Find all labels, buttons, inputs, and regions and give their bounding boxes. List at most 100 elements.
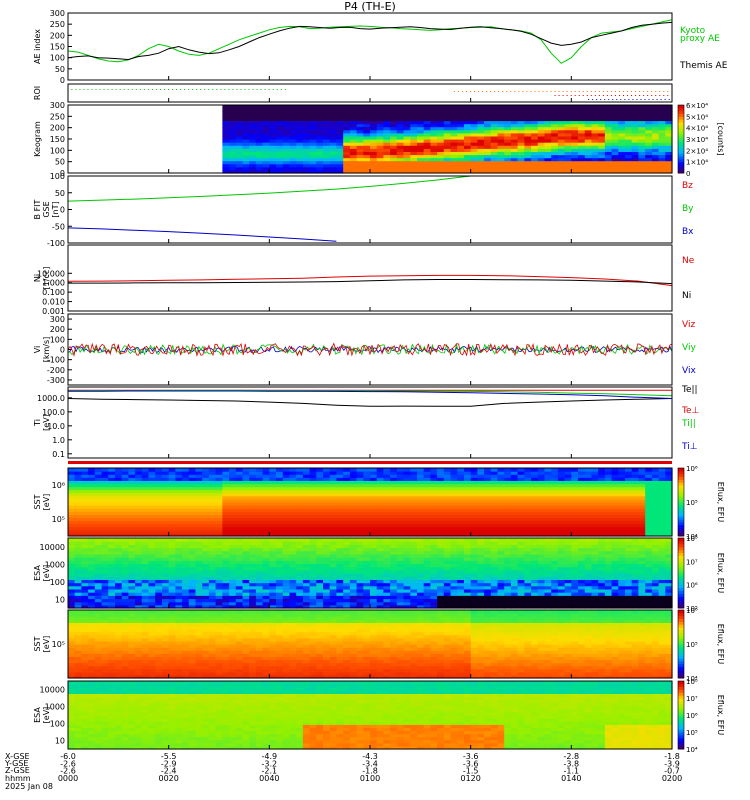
heatmap-cell <box>323 114 331 118</box>
heatmap-cell <box>651 160 660 165</box>
heatmap-cell <box>517 108 525 112</box>
heatmap-cell <box>571 111 579 115</box>
heatmap-cell <box>430 502 438 506</box>
heatmap-cell <box>148 514 156 519</box>
heatmap-cell <box>591 166 599 171</box>
heatmap-cell <box>242 154 250 159</box>
heatmap-cell <box>490 502 499 506</box>
heatmap-cell <box>128 471 136 475</box>
heatmap-cell <box>302 489 311 494</box>
heatmap-cell <box>531 157 539 162</box>
heatmap-cell <box>604 520 613 525</box>
roi-dot <box>554 95 556 96</box>
heatmap-cell <box>356 557 364 561</box>
heatmap-cell <box>417 123 425 128</box>
heatmap-cell <box>155 532 163 537</box>
heatmap-cell <box>390 126 398 131</box>
heatmap-cell <box>457 151 465 156</box>
roi-dot <box>457 91 459 92</box>
heatmap-cell <box>255 142 264 146</box>
heatmap-cell <box>88 573 96 577</box>
heatmap-cell <box>450 498 458 503</box>
heatmap-cell <box>604 492 613 497</box>
ytick-label: -50 <box>52 222 65 231</box>
heatmap-cell <box>349 517 358 522</box>
roi-dot <box>534 91 536 92</box>
heatmap-cell <box>645 169 653 174</box>
heatmap-cell <box>604 105 613 109</box>
heatmap-cell <box>249 601 257 606</box>
heatmap-cell <box>262 508 270 512</box>
heatmap-cell <box>235 489 244 494</box>
heatmap-cell <box>383 108 391 112</box>
heatmap-cell <box>215 526 223 531</box>
heatmap-cell <box>423 547 432 552</box>
heatmap-cell <box>249 585 257 590</box>
heatmap-cell <box>638 468 646 472</box>
heatmap-cell <box>222 489 230 494</box>
roi-dot <box>220 89 222 90</box>
roi-dot <box>604 99 606 100</box>
heatmap-cell <box>356 604 364 609</box>
heatmap-cell <box>510 108 519 112</box>
heatmap-cell <box>115 523 123 528</box>
heatmap-cell <box>262 160 270 165</box>
heatmap-cell <box>531 514 539 519</box>
heatmap-cell <box>155 576 163 580</box>
heatmap-cell <box>417 111 425 115</box>
heatmap-cell <box>403 123 411 128</box>
heatmap-cell <box>262 588 270 593</box>
heatmap-cell <box>229 111 237 115</box>
heatmap-cell <box>396 157 405 162</box>
heatmap-cell <box>329 123 338 128</box>
roi-dot <box>131 89 133 90</box>
heatmap-cell <box>383 547 391 552</box>
heatmap-cell <box>148 579 156 584</box>
heatmap-cell <box>457 157 465 162</box>
heatmap-cell <box>188 563 197 568</box>
heatmap-cell <box>168 498 177 503</box>
heatmap-cell <box>229 492 237 497</box>
heatmap-cell <box>477 477 485 481</box>
heatmap-cell <box>101 517 109 522</box>
ylabel-ae-index-0: AE index <box>33 29 42 64</box>
heatmap-cell <box>195 489 203 494</box>
heatmap-cell <box>255 160 264 165</box>
heatmap-cell <box>524 502 532 506</box>
heatmap-cell <box>484 480 492 485</box>
roi-dot <box>618 95 620 96</box>
roi-dot <box>562 91 564 92</box>
heatmap-cell <box>343 489 351 494</box>
heatmap-cell <box>611 489 619 494</box>
heatmap-cell <box>584 474 593 478</box>
heatmap-cell <box>490 529 499 534</box>
heatmap-cell <box>410 154 418 159</box>
heatmap-cell <box>162 538 170 542</box>
heatmap-cell <box>551 498 559 503</box>
heatmap-cell <box>121 550 130 555</box>
heatmap-cell <box>363 541 371 545</box>
heatmap-cell <box>504 517 512 522</box>
heatmap-cell <box>417 595 425 600</box>
heatmap-cell <box>343 471 351 475</box>
heatmap-cell <box>115 492 123 497</box>
heatmap-cell <box>376 553 385 558</box>
heatmap-cell <box>242 474 250 478</box>
heatmap-cell <box>665 108 673 112</box>
heatmap-cell <box>336 547 344 552</box>
heatmap-cell <box>249 471 257 475</box>
heatmap-cell <box>517 105 525 109</box>
heatmap-cell <box>121 495 130 500</box>
heatmap-cell <box>349 126 358 131</box>
heatmap-cell <box>195 560 203 565</box>
heatmap-cell <box>135 486 143 491</box>
heatmap-cell <box>557 511 566 515</box>
heatmap-cell <box>417 547 425 552</box>
heatmap-cell <box>551 139 559 143</box>
heatmap-cell <box>396 105 405 109</box>
heatmap-cell <box>296 477 304 481</box>
roi-dot <box>574 91 576 92</box>
heatmap-cell <box>343 508 351 512</box>
heatmap-cell <box>222 582 230 587</box>
